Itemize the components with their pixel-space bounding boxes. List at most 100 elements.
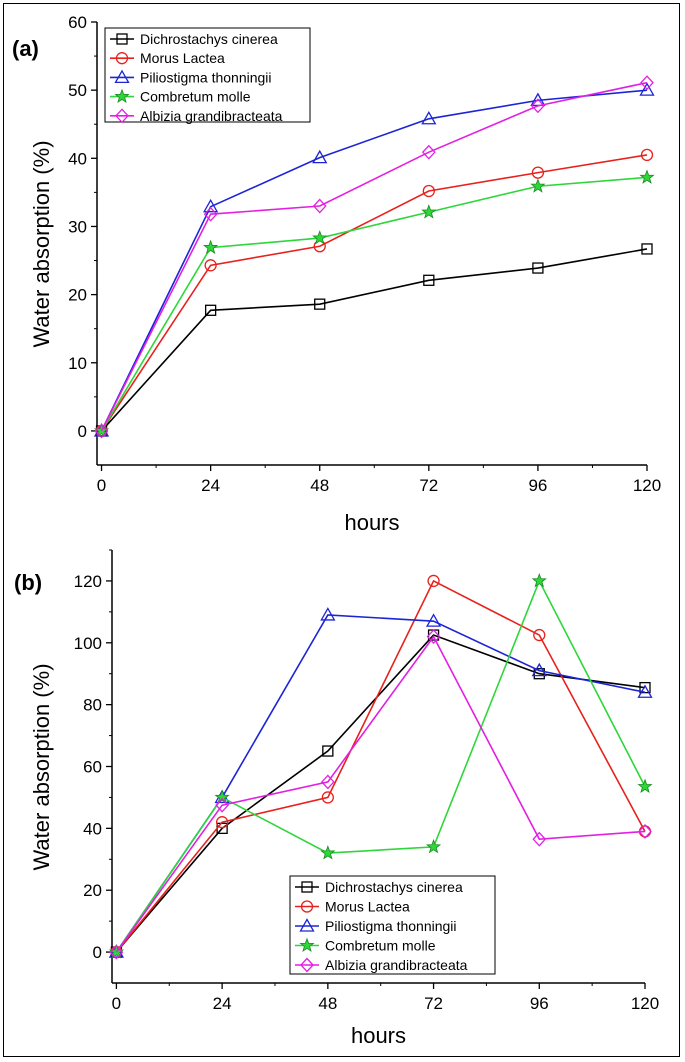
legend-marker: [299, 937, 315, 952]
y-tick-label: 20: [83, 881, 102, 900]
legend-label: Albizia grandibracteata: [325, 957, 468, 973]
data-point-marker: [531, 662, 547, 677]
legend-marker: [300, 900, 314, 913]
legend-label: Combretum molle: [140, 89, 251, 105]
series-line: [100, 81, 648, 432]
legend-label: Albizia grandibracteata: [140, 108, 283, 124]
x-tick-label: 72: [419, 476, 438, 495]
data-point-marker: [637, 778, 653, 794]
series-combretum-molle: [93, 169, 655, 438]
data-point-marker: [532, 831, 547, 847]
data-point-marker: [320, 774, 335, 790]
data-point-marker: [640, 75, 654, 91]
chart-panel-b: 0 20 40 60 80 100 120 0 24 48 72 96 120 hours Water ab…: [14, 549, 659, 1048]
legend-marker: [114, 88, 130, 104]
y-tick-label: 50: [68, 81, 87, 100]
y-tick-label: 10: [68, 354, 87, 373]
legend-label: Piliostigma thonningii: [325, 918, 457, 934]
series-line: [115, 578, 646, 953]
data-point-marker: [533, 628, 546, 642]
data-point-marker: [214, 789, 230, 804]
data-point-marker: [639, 169, 655, 184]
data-point-marker: [421, 144, 436, 160]
series-line: [115, 579, 646, 953]
data-point-marker: [426, 629, 441, 645]
figure-svg: 0 10 20 30 40 50 60 0 24 48 72 96 120 hours Water abso…: [12, 13, 661, 1048]
data-point-marker: [203, 239, 219, 255]
data-point-marker: [427, 574, 440, 588]
series-albizia-grandibracteata: [109, 629, 652, 960]
data-point-marker: [204, 304, 217, 316]
x-tick-label: 72: [424, 994, 443, 1013]
data-point-marker: [203, 198, 219, 213]
legend-box: [289, 875, 496, 975]
y-tick-label: 30: [68, 217, 87, 236]
x-tick-label: 24: [213, 994, 232, 1013]
legend-marker: [116, 33, 128, 45]
x-axis-title: hours: [351, 1023, 406, 1048]
series-line: [100, 154, 648, 432]
data-point-marker: [531, 572, 547, 588]
legend-label: Morus Lactea: [325, 899, 410, 915]
series-line: [100, 176, 648, 432]
data-point-marker: [94, 423, 109, 439]
legend-marker: [115, 52, 129, 65]
data-point-marker: [312, 230, 328, 245]
series-dichrostachys-cinerea: [95, 243, 653, 437]
series-line: [100, 248, 648, 432]
x-axis-title: hours: [344, 510, 399, 535]
legend-label: Piliostigma thonningii: [140, 69, 272, 85]
legend-label: Dichrostachys cinerea: [140, 31, 278, 47]
panel-label: (a): [12, 36, 39, 61]
data-point-marker: [422, 184, 435, 198]
x-tick-label: 24: [201, 476, 220, 495]
data-point-marker: [421, 204, 437, 219]
legend-label: Dichrostachys cinerea: [325, 879, 463, 895]
data-point-marker: [421, 110, 437, 125]
x-tick-label: 48: [310, 476, 329, 495]
y-tick-label: 80: [83, 696, 102, 715]
data-point-marker: [215, 797, 230, 813]
x-tick-label: 48: [318, 994, 337, 1013]
data-point-marker: [637, 684, 653, 698]
legend-label: Morus Lactea: [140, 50, 225, 66]
y-tick-label: 0: [78, 422, 87, 441]
data-point-marker: [531, 166, 545, 179]
series-line: [115, 635, 646, 953]
legend-marker: [114, 69, 130, 84]
x-tick-label: 120: [633, 476, 661, 495]
legend-label: Combretum molle: [325, 938, 436, 954]
y-tick-label: 100: [74, 634, 102, 653]
chart-panel-a: 0 10 20 30 40 50 60 0 24 48 72 96 120 hours Water abso…: [12, 13, 661, 535]
data-point-marker: [314, 298, 326, 310]
legend-marker: [115, 108, 129, 124]
data-point-marker: [320, 845, 336, 860]
y-tick-label: 120: [74, 572, 102, 591]
y-tick-label: 20: [68, 286, 87, 305]
data-point-marker: [423, 274, 435, 286]
data-point-marker: [638, 823, 652, 839]
legend-marker: [300, 957, 314, 973]
legend-marker: [301, 881, 313, 893]
x-tick-label: 120: [631, 994, 659, 1013]
data-point-marker: [639, 681, 651, 694]
x-tick-label: 96: [528, 476, 547, 495]
data-point-marker: [532, 262, 544, 274]
data-point-marker: [322, 745, 334, 757]
legend-marker: [299, 918, 315, 932]
data-point-marker: [641, 243, 653, 255]
data-point-marker: [109, 944, 124, 960]
x-tick-label: 96: [530, 994, 549, 1013]
series-piliostigma-thonningii: [93, 82, 655, 437]
y-tick-label: 0: [93, 943, 102, 962]
series-line: [100, 89, 648, 432]
data-point-marker: [215, 816, 229, 829]
legend: Dichrostachys cinerea Morus Lactea Piliost…: [104, 27, 311, 124]
data-point-marker: [321, 791, 334, 804]
x-tick-label: 0: [97, 476, 106, 495]
legend: Dichrostachys cinerea Morus Lactea Piliost…: [289, 875, 496, 975]
y-axis-title: Water absorption (%): [29, 140, 54, 347]
data-point-marker: [639, 82, 655, 96]
series-morus-lactea: [95, 148, 654, 438]
series-albizia-grandibracteata: [94, 75, 654, 439]
